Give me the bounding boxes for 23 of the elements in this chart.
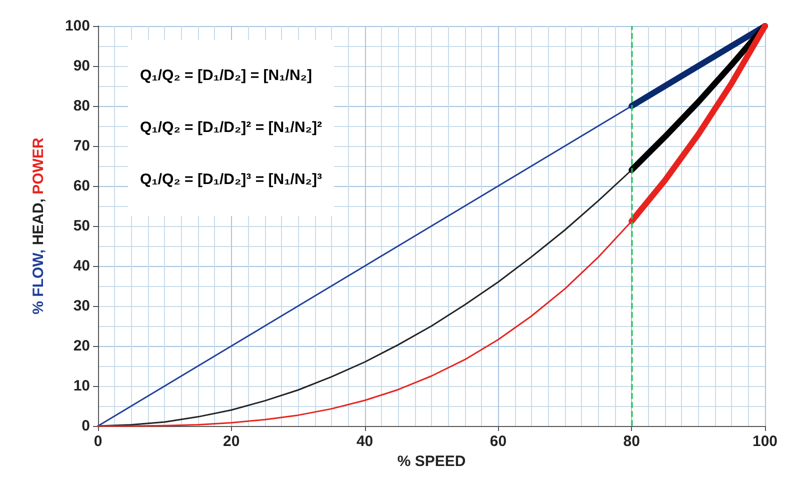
y-tick-label: 0	[82, 418, 90, 434]
x-tick-label: 80	[623, 433, 640, 450]
formula-panel: Q₁/Q₂ = [D₁/D₂] = [N₁/N₂] Q₁/Q₂ = [D₁/D₂]² = [N₁/N₂]² Q₁/Q₂ = [D₁/D₂]³ = [N₁/N₂]³	[128, 40, 334, 216]
y-axis-title: % FLOW, HEAD, POWER	[30, 138, 47, 314]
y-tick-label: 20	[73, 338, 90, 354]
y-tick-label: 50	[73, 218, 90, 234]
x-tick-label: 40	[356, 433, 374, 450]
x-tick-label: 100	[752, 433, 778, 450]
y-tick-label: 40	[73, 258, 90, 274]
annotation: Q₁/Q₂ = [D₁/D₂] = [N₁/N₂]	[140, 66, 313, 86]
y-tick-label: 10	[73, 378, 90, 394]
x-tick-label: 0	[94, 433, 102, 450]
y-tick-label: 30	[73, 298, 90, 314]
annotation: Q₁/Q₂ = [D₁/D₂]² = [N₁/N₂]²	[140, 118, 322, 138]
y-tick-label: 90	[73, 58, 90, 74]
x-tick-label: 20	[223, 433, 240, 450]
y-tick-label: 100	[64, 18, 90, 34]
x-axis-title: % SPEED	[397, 452, 466, 470]
y-tick-label: 80	[73, 98, 90, 114]
y-tick-label: 70	[73, 138, 90, 154]
annotation: Q₁/Q₂ = [D₁/D₂]³ = [N₁/N₂]³	[140, 170, 322, 190]
x-tick-label: 60	[490, 433, 507, 450]
y-tick-label: 60	[73, 178, 90, 194]
